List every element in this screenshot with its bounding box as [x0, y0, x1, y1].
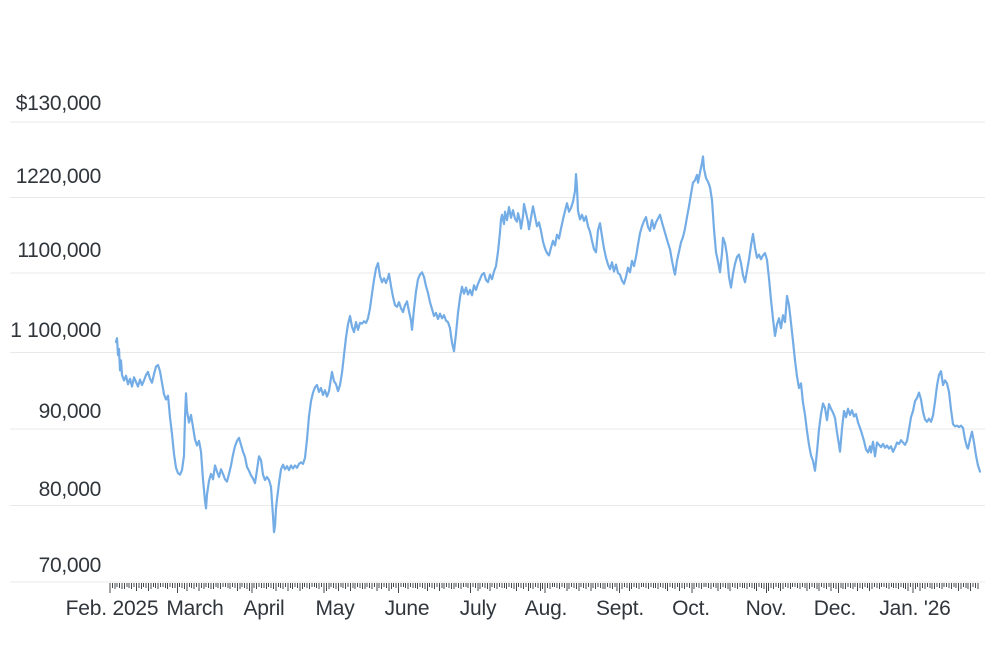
y-axis-label: 90,000 — [38, 400, 102, 423]
x-axis-label: Oct. — [672, 597, 710, 620]
x-axis-label: Feb. 2025 — [65, 597, 159, 620]
x-axis-label: April — [243, 597, 285, 620]
x-axis-label: June — [384, 597, 430, 620]
x-axis-label: March — [166, 597, 224, 620]
gridlines — [10, 121, 985, 583]
plot-area[interactable] — [114, 155, 982, 534]
date-minor-ticks — [109, 583, 979, 593]
y-axis-label: $130,000 — [15, 92, 102, 115]
price-line-series[interactable] — [114, 155, 982, 534]
y-axis-label: 1220,000 — [15, 165, 102, 188]
x-axis-label: May — [315, 597, 355, 620]
y-axis-label: 1100,000 — [17, 239, 101, 262]
y-axis-label: 70,000 — [38, 554, 102, 577]
y-axis-label: 1 100,000 — [10, 319, 101, 342]
x-axis-label: July — [459, 597, 497, 620]
y-axis-label: 80,000 — [38, 478, 102, 501]
x-axis-label: Sept. — [595, 597, 645, 620]
x-axis-label: Dec. — [813, 597, 857, 620]
x-axis-label: Nov. — [745, 597, 787, 620]
x-axis-label: Aug. — [524, 597, 568, 620]
x-axis-label: Jan. '26 — [879, 597, 951, 620]
